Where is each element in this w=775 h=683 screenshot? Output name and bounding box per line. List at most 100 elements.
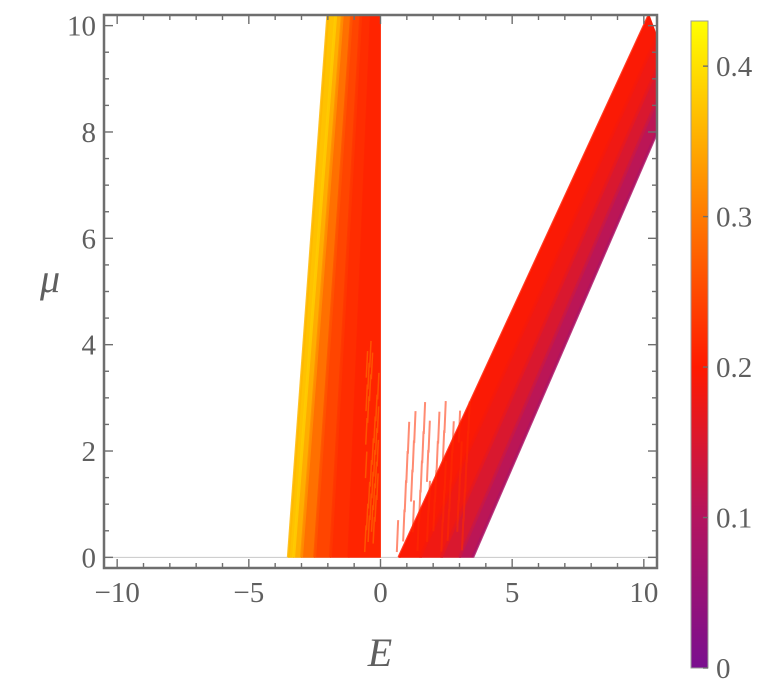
fringe-mark-neg-4 (371, 438, 375, 465)
x-axis: −10 −5 0 5 10 (94, 15, 658, 609)
fringe-mark-17 (435, 440, 439, 473)
fringe-mark-neg-8 (365, 351, 369, 378)
fringe-mark-32 (443, 400, 447, 433)
fringe-mark-9 (457, 470, 462, 503)
fringe-mark-34 (462, 489, 466, 522)
negative-energy-band (286, 15, 381, 558)
fringe-mark-7 (426, 510, 430, 542)
fringe-mark-38 (457, 410, 462, 443)
fringe-mark-23 (449, 450, 454, 483)
fringe-mark-21 (418, 489, 422, 522)
fringe-mark-6 (422, 402, 427, 435)
fringe-mark-neg-21 (376, 439, 380, 467)
fringe-mark-25 (413, 411, 417, 444)
fringe-mark-36 (425, 449, 430, 482)
fringe-mark-neg-5 (373, 416, 376, 444)
fringe-mark-neg-28 (376, 473, 379, 500)
fringe-mark-neg-11 (371, 471, 374, 499)
fringe-mark-5 (406, 421, 411, 454)
colorbar: 0 0.1 0.2 0.3 0.4 (690, 20, 753, 683)
fringe-mark-29 (464, 460, 468, 493)
x-tick-label: −10 (94, 577, 139, 609)
negative-energy-band-edge-2 (300, 15, 344, 558)
fringe-mark-27 (432, 499, 436, 532)
fringe-mark-31 (427, 420, 431, 453)
fringe-mark-10 (405, 450, 409, 483)
fringe-mark-33 (446, 508, 451, 541)
fringe-mark-neg-1 (365, 503, 369, 531)
y-tick-label: 6 (82, 223, 97, 255)
fringe-mark-22 (433, 470, 438, 503)
y-axis: 0 2 4 6 8 10 (67, 11, 657, 574)
fringe-mark-neg-3 (369, 460, 373, 487)
band-fringe (363, 340, 471, 553)
x-tick-label: 10 (629, 577, 658, 609)
fringe-mark-14 (456, 499, 460, 532)
fringe-mark-15 (403, 480, 408, 513)
fringe-mark-3 (443, 461, 447, 494)
x-tick-label: 0 (373, 577, 388, 609)
fringe-mark-neg-29 (364, 451, 368, 479)
fringe-mark-neg-10 (369, 493, 373, 521)
negative-energy-band-edge-1 (292, 15, 338, 558)
fringe-mark-26 (416, 519, 420, 552)
fringe-mark-neg-15 (365, 384, 369, 412)
y-tick-label: 8 (82, 117, 97, 149)
fringe-mark-20 (402, 509, 406, 542)
colorbar-tick-label: 0.4 (716, 51, 753, 83)
fringe-mark-neg-6 (375, 394, 378, 422)
fringe-mark-30 (411, 440, 415, 473)
fringe-mark-11 (421, 431, 425, 464)
fringe-mark-neg-23 (366, 396, 370, 423)
y-tick-label: 10 (67, 11, 96, 43)
x-tick-label: 5 (505, 577, 520, 609)
fringe-mark-13 (440, 519, 444, 552)
fringe-mark-4 (459, 441, 463, 474)
fringe-mark-neg-2 (367, 481, 371, 509)
y-tick-label: 0 (82, 542, 97, 574)
fringe-mark-0 (395, 520, 400, 553)
fringe-mark-neg-27 (374, 495, 378, 522)
colorbar-gradient (690, 20, 709, 669)
fringe-mark-16 (419, 460, 423, 493)
x-tick-label: −5 (233, 577, 264, 609)
fringe-mark-neg-17 (368, 340, 372, 368)
fringe-mark-neg-19 (372, 483, 376, 511)
y-axis-title: μ (39, 256, 60, 301)
fringe-mark-2 (427, 480, 431, 513)
positive-energy-band-edge-4 (471, 131, 657, 558)
colorbar-tick-label: 0.2 (716, 352, 752, 384)
fringe-mark-neg-7 (376, 372, 380, 400)
x-axis-title: E (367, 630, 392, 675)
negative-energy-band-edge-3 (313, 15, 354, 558)
y-tick-label: 4 (82, 330, 97, 362)
fringe-mark-neg-20 (374, 461, 378, 489)
positive-energy-band-edge-1 (418, 35, 657, 558)
fringe-mark-neg-26 (372, 516, 376, 544)
y-tick-label: 2 (82, 436, 97, 468)
positive-energy-band (397, 15, 657, 558)
fringe-mark-28 (448, 479, 452, 512)
colorbar-tick-label: 0.1 (716, 503, 752, 535)
fringe-mark-neg-12 (372, 449, 376, 477)
fringe-mark-1 (411, 500, 416, 533)
plot-area (104, 15, 657, 558)
fringe-mark-35 (410, 469, 414, 502)
positive-energy-band-edge-3 (458, 99, 657, 558)
fringe-mark-neg-0 (363, 525, 367, 553)
colorbar-tick-label: 0.3 (716, 202, 752, 234)
negative-energy-band-edge-0 (286, 15, 330, 558)
fringe-mark-neg-25 (370, 352, 374, 380)
fringe-mark-neg-13 (374, 428, 378, 455)
negative-energy-band-edge-4 (328, 15, 363, 558)
colorbar-tick-label: 0 (716, 653, 731, 683)
fringe-mark-neg-22 (365, 418, 368, 445)
fringe-mark-8 (441, 490, 446, 523)
negative-energy-band-edge-5 (347, 15, 373, 558)
positive-energy-band-edge-2 (439, 67, 657, 558)
fringe-mark-37 (441, 430, 446, 463)
fringe-mark-neg-16 (367, 362, 370, 390)
fringe-mark-12 (437, 411, 441, 444)
positive-energy-band-edge-0 (397, 15, 651, 558)
